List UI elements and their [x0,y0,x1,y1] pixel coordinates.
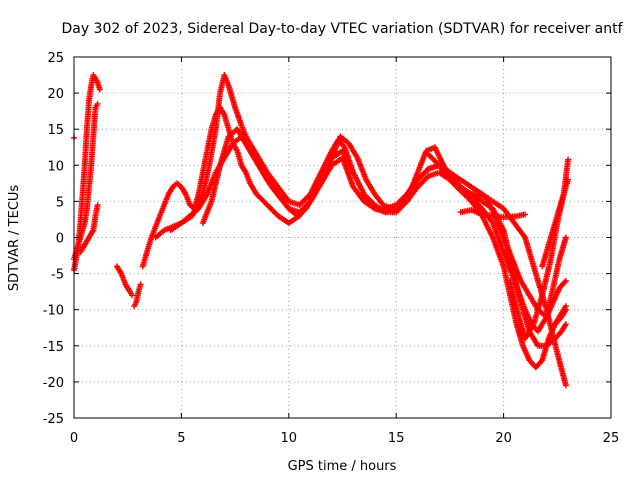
x-tick-labels: 0 5 10 15 20 25 [70,431,619,446]
data-point [562,303,569,310]
y-tick-label: -5 [51,268,64,283]
data-point [562,321,569,328]
data-point [565,156,572,163]
data-point [94,100,101,107]
y-tick-labels: -25 -20 -15 -10 -5 0 5 10 15 20 25 [43,51,64,427]
data-point [562,277,569,284]
y-tick-label: 0 [56,232,64,247]
data-point [565,176,572,183]
x-tick-label: 10 [281,431,298,446]
data-point [96,86,103,93]
chart-title: Day 302 of 2023, Sidereal Day-to-day VTE… [61,21,623,37]
y-tick-label: -15 [43,340,64,355]
data-point [94,202,101,209]
x-tick-label: 5 [177,431,185,446]
y-tick-label: 20 [47,87,64,102]
axis-ticks [73,56,612,419]
y-tick-label: 25 [47,51,64,66]
y-tick-label: -25 [43,412,64,427]
x-axis-label: GPS time / hours [288,459,397,474]
data-point [522,211,529,218]
y-tick-label: 15 [47,123,64,138]
y-axis-label: SDTVAR / TECUs [7,185,22,292]
data-point [137,281,144,288]
x-tick-label: 20 [495,431,512,446]
y-tick-label: -10 [43,304,64,319]
y-tick-label: 10 [47,159,64,174]
x-tick-label: 15 [388,431,405,446]
data-point [128,292,135,299]
x-tick-label: 25 [603,431,620,446]
y-tick-label: -20 [43,376,64,391]
data-point [562,382,569,389]
data-points [71,72,572,389]
data-point [562,234,569,241]
x-tick-label: 0 [70,431,78,446]
y-tick-label: 5 [56,195,64,210]
